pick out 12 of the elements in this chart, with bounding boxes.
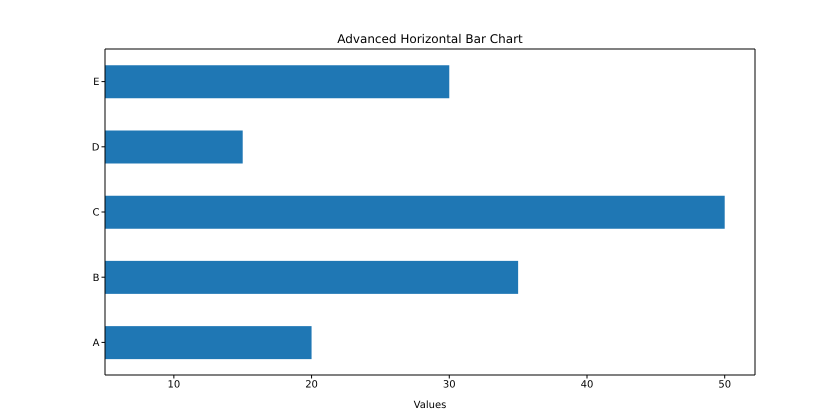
x-tick-label: 40 bbox=[580, 380, 594, 391]
y-tick-label: E bbox=[93, 77, 100, 88]
x-tick-label: 20 bbox=[305, 380, 318, 391]
y-tick-label: D bbox=[92, 142, 100, 154]
x-axis-title: Values bbox=[414, 400, 446, 411]
chart-title: Advanced Horizontal Bar Chart bbox=[336, 31, 524, 47]
y-tick-label: C bbox=[92, 208, 100, 219]
y-tick-label: B bbox=[92, 272, 100, 284]
y-tick-label: A bbox=[92, 338, 100, 349]
x-tick-label: 10 bbox=[167, 380, 180, 391]
x-tick-label: 50 bbox=[718, 380, 732, 391]
x-tick-label: 30 bbox=[442, 380, 456, 391]
